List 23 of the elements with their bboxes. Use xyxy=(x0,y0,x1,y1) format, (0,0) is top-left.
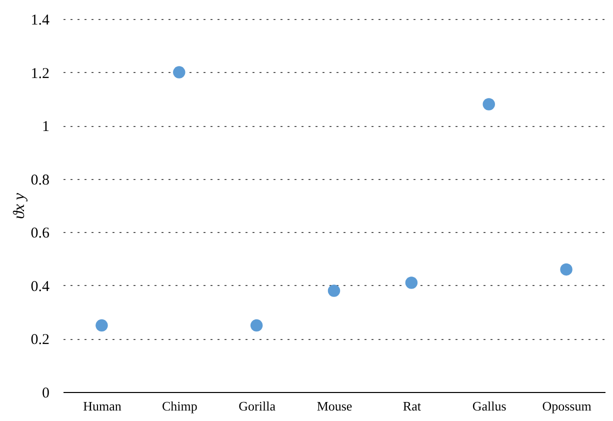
point xyxy=(560,263,572,276)
x-tick-label: Gallus xyxy=(472,398,506,414)
y-tick-label: 1.4 xyxy=(30,12,50,28)
x-tick-label: Human xyxy=(83,398,122,414)
y-tick-label: 0.4 xyxy=(30,278,50,295)
point xyxy=(96,319,108,332)
x-tick-label: Gorilla xyxy=(238,398,276,414)
point xyxy=(405,276,418,289)
y-tick-label: 1 xyxy=(42,119,50,136)
y-tick-label: 1.2 xyxy=(30,66,50,82)
y-tick-label: 0 xyxy=(42,386,50,402)
y-axis-title: ϑx y xyxy=(10,192,28,220)
x-tick-label: Mouse xyxy=(316,398,352,414)
x-tick-label: Rat xyxy=(402,398,422,414)
x-tick-label: Opossum xyxy=(542,398,592,414)
point xyxy=(328,284,340,297)
point xyxy=(173,66,186,78)
y-tick-label: 0.6 xyxy=(30,226,50,242)
point xyxy=(482,98,495,110)
y-tick-label: 0.8 xyxy=(30,172,50,188)
x-tick-label: Chimp xyxy=(162,398,198,414)
y-tick-label: 0.2 xyxy=(30,332,50,348)
point xyxy=(250,319,263,332)
